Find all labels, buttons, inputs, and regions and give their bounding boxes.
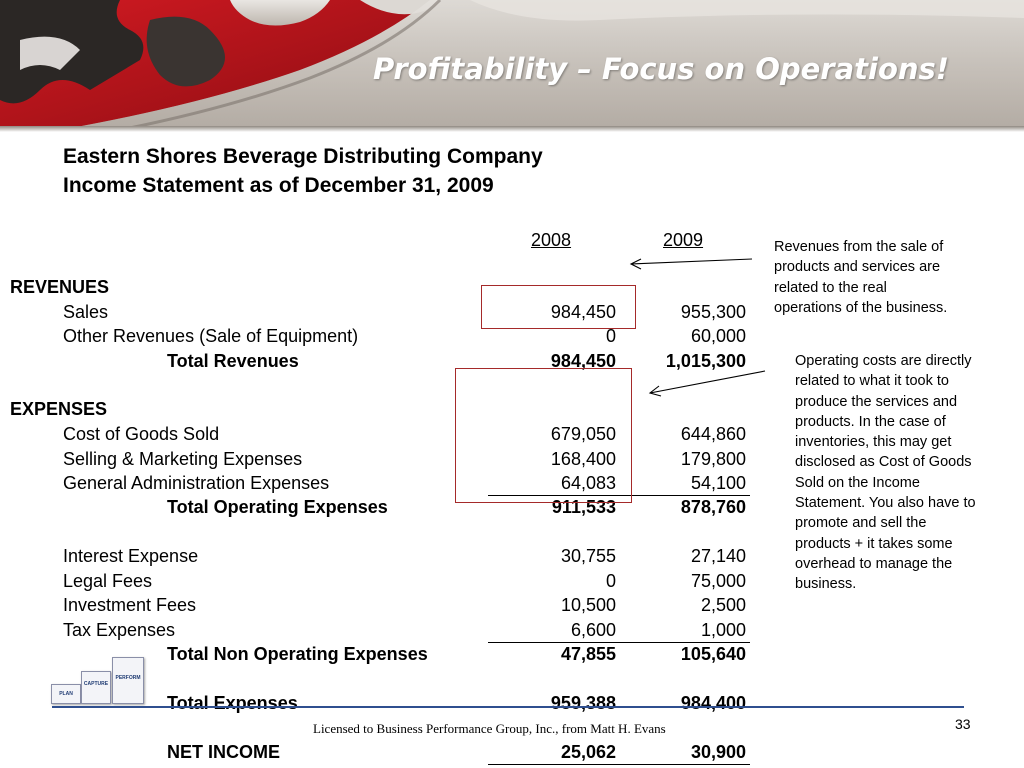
operating-arrow-icon — [648, 370, 766, 397]
operating-note: Operating costs are directly related to … — [795, 351, 976, 595]
interest-label: Interest Expense — [63, 546, 199, 566]
logo-step-capture: CAPTURE — [81, 671, 111, 704]
non-operating-subtotal-rule — [488, 642, 750, 643]
year-header-2008: 2008 — [531, 230, 572, 250]
tax-label: Tax Expenses — [63, 620, 176, 640]
tax-2009: 1,000 — [700, 620, 746, 640]
legal-label: Legal Fees — [63, 571, 153, 591]
revenues-note-line: operations of the business. — [774, 299, 948, 316]
admin-2009: 54,100 — [690, 473, 746, 493]
company-name: Eastern Shores Beverage Distributing Com… — [63, 145, 543, 168]
total-expenses-label: Total Expenses — [167, 693, 298, 713]
cogs-2009: 644,860 — [680, 424, 746, 444]
sales-highlight-box — [481, 285, 636, 329]
selling-2009: 179,800 — [680, 449, 746, 469]
operating-note-line: Sold on the Income — [795, 474, 920, 491]
license-text: Licensed to Business Performance Group, … — [313, 721, 666, 736]
total-revenues-2008: 984,450 — [550, 351, 616, 371]
other-revenues-label: Other Revenues (Sale of Equipment) — [63, 326, 359, 346]
operating-note-line: products. In the case of — [795, 413, 946, 430]
net-income-rule — [488, 764, 750, 765]
interest-2009: 27,140 — [690, 546, 746, 566]
header-banner: Profitability – Focus on Operations! — [0, 0, 1024, 130]
revenues-arrow-icon — [629, 258, 753, 270]
tax-2008: 6,600 — [570, 620, 616, 640]
legal-2009: 75,000 — [690, 571, 746, 591]
admin-label: General Administration Expenses — [63, 473, 330, 493]
investment-2008: 10,500 — [560, 595, 616, 615]
operating-highlight-box — [455, 368, 632, 503]
slide-title: Profitability – Focus on Operations! — [373, 52, 950, 86]
total-operating-2009: 878,760 — [680, 497, 746, 517]
expenses-section-label: EXPENSES — [10, 399, 108, 419]
interest-2008: 30,755 — [560, 546, 616, 566]
operating-note-line: produce the services and — [795, 393, 958, 410]
operating-note-line: Statement. You also have to — [795, 495, 976, 512]
footer-line — [52, 706, 964, 708]
total-non-operating-label: Total Non Operating Expenses — [167, 644, 428, 664]
selling-2008: 168,400 — [550, 449, 616, 469]
operating-note-line: related to what it took to — [795, 373, 949, 390]
statement-title: Income Statement as of December 31, 2009 — [63, 174, 494, 197]
operating-note-line: business. — [795, 576, 857, 593]
page-number: 33 — [955, 716, 971, 732]
other-revenues-2009: 60,000 — [690, 326, 746, 346]
total-revenues-label: Total Revenues — [167, 351, 299, 371]
puzzle-banner-image — [0, 0, 1024, 130]
total-expenses-2009: 984,400 — [680, 693, 746, 713]
operating-note-line: disclosed as Cost of Goods — [795, 454, 972, 471]
total-expenses-2008: 959,388 — [550, 693, 616, 713]
total-non-operating-2009: 105,640 — [680, 644, 746, 664]
admin-2008: 64,083 — [560, 473, 616, 493]
sales-2008: 984,450 — [550, 302, 616, 322]
revenues-note: Revenues from the sale of products and s… — [774, 237, 947, 318]
cogs-label: Cost of Goods Sold — [63, 424, 220, 444]
cogs-2008: 679,050 — [550, 424, 616, 444]
net-income-2008: 25,062 — [560, 742, 616, 762]
total-operating-label: Total Operating Expenses — [167, 497, 388, 517]
investment-2009: 2,500 — [700, 595, 746, 615]
year-header-2009: 2009 — [663, 230, 704, 250]
operating-note-line: inventories, this may get — [795, 434, 952, 451]
logo-step-plan: PLAN — [51, 684, 81, 704]
selling-label: Selling & Marketing Expenses — [63, 449, 303, 469]
banner-shadow — [0, 126, 1024, 132]
logo-step-perform: PERFORM — [112, 657, 144, 704]
legal-2008: 0 — [605, 571, 616, 591]
investment-label: Investment Fees — [63, 595, 197, 615]
net-income-label: NET INCOME — [167, 742, 281, 762]
sales-2009: 955,300 — [680, 302, 746, 322]
operating-note-line: Operating costs are directly — [795, 353, 972, 369]
operating-subtotal-rule — [488, 495, 750, 496]
net-income-2009: 30,900 — [690, 742, 746, 762]
revenues-note-line: products and services are — [774, 259, 941, 276]
operating-note-line: promote and sell the — [795, 515, 927, 532]
total-non-operating-2008: 47,855 — [560, 644, 616, 664]
operating-note-line: products + it takes some — [795, 535, 953, 552]
revenues-note-line: related to the real — [774, 279, 887, 296]
operating-note-line: overhead to manage the — [795, 555, 953, 572]
other-revenues-2008: 0 — [605, 326, 616, 346]
sales-label: Sales — [63, 302, 109, 322]
revenues-section-label: REVENUES — [10, 277, 110, 297]
total-revenues-2009: 1,015,300 — [665, 351, 746, 371]
revenues-note-line: Revenues from the sale of — [774, 239, 944, 255]
